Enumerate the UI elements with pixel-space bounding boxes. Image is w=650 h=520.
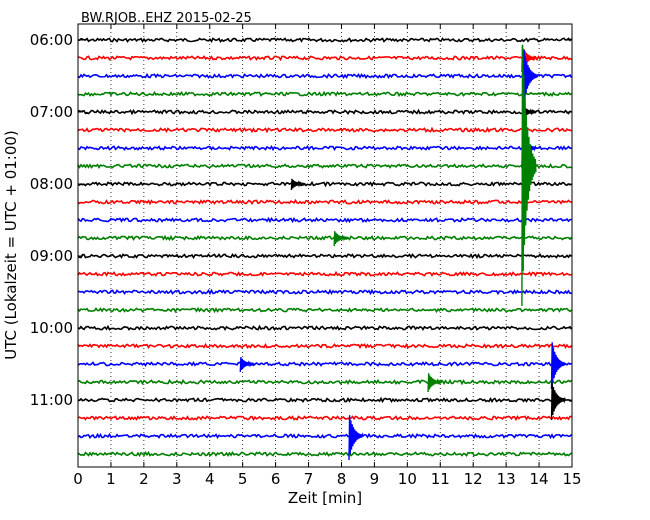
x-tick-label: 0 <box>73 470 83 488</box>
x-tick-label: 11 <box>431 470 450 488</box>
seismic-event <box>521 44 537 307</box>
y-axis-ticks: 06:00 07:00 08:00 09:00 10:00 11:00 <box>30 31 572 409</box>
seismogram-trace <box>77 55 572 62</box>
x-tick-label: 7 <box>304 470 314 488</box>
y-tick-label: 06:00 <box>30 31 73 49</box>
chart-title: BW.RJOB..EHZ 2015-02-25 <box>81 11 252 26</box>
x-tick-label: 3 <box>172 470 182 488</box>
y-tick-label: 09:00 <box>30 247 73 265</box>
y-tick-label: 08:00 <box>30 175 73 193</box>
seismogram-trace <box>77 180 572 188</box>
seismogram-trace <box>77 198 572 206</box>
x-tick-label: 1 <box>106 470 116 488</box>
seismogram-trace <box>77 396 572 404</box>
x-tick-label: 2 <box>139 470 149 488</box>
seismic-event <box>550 382 567 421</box>
seismogram-trace <box>77 450 573 458</box>
seismogram-trace <box>77 415 572 422</box>
x-tick-label: 10 <box>398 470 417 488</box>
seismogram-trace <box>77 324 573 332</box>
x-tick-label: 4 <box>205 470 215 488</box>
seismogram-trace <box>77 252 572 260</box>
seismogram-trace <box>77 270 572 278</box>
seismic-event <box>427 373 443 393</box>
seismogram-trace <box>77 37 573 44</box>
seismic-event <box>239 357 255 373</box>
x-tick-label: 5 <box>238 470 248 488</box>
y-axis-label: UTC (Lokalzeit = UTC + 01:00) <box>2 130 20 360</box>
seismogram-trace <box>77 144 572 152</box>
seismogram-trace <box>77 378 572 386</box>
seismic-event <box>290 178 306 191</box>
x-tick-label: 13 <box>497 470 516 488</box>
seismogram-trace <box>77 432 573 440</box>
seismogram-trace <box>77 342 573 350</box>
x-axis-ticks: 0 1 2 3 4 5 6 7 8 9 10 11 12 13 14 15 <box>73 24 582 488</box>
seismogram-trace <box>77 90 572 98</box>
seismogram-trace <box>77 72 573 79</box>
x-tick-label: 8 <box>337 470 347 488</box>
seismogram-trace <box>77 126 572 134</box>
x-tick-label: 15 <box>562 470 581 488</box>
y-tick-label: 11:00 <box>30 391 73 409</box>
x-tick-label: 12 <box>464 470 483 488</box>
x-tick-label: 6 <box>271 470 281 488</box>
seismogram-traces <box>77 37 573 458</box>
seismic-event <box>550 342 567 390</box>
seismogram-trace <box>77 288 572 296</box>
seismogram-trace <box>77 306 573 314</box>
seismogram-trace <box>77 108 572 116</box>
y-tick-label: 07:00 <box>30 103 73 121</box>
seismogram-trace <box>77 234 573 242</box>
x-tick-label: 14 <box>530 470 549 488</box>
seismogram-trace <box>77 162 572 170</box>
seismic-events <box>239 44 567 461</box>
seismic-event <box>348 415 364 461</box>
x-axis-label: Zeit [min] <box>288 489 362 507</box>
y-tick-label: 10:00 <box>30 319 73 337</box>
plot-frame <box>77 23 573 468</box>
x-tick-label: 9 <box>370 470 380 488</box>
seismic-event <box>333 231 349 247</box>
seismic-event <box>522 49 539 107</box>
seismogram-trace <box>77 216 572 224</box>
seismogram-trace <box>77 361 572 367</box>
